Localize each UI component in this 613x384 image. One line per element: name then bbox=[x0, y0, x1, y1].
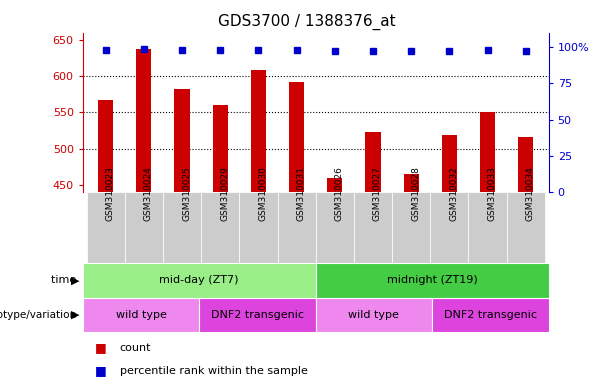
Bar bbox=[518, 137, 533, 384]
Text: DNF2 transgenic: DNF2 transgenic bbox=[211, 310, 304, 320]
Text: ■: ■ bbox=[95, 364, 107, 377]
Text: GDS3700 / 1388376_at: GDS3700 / 1388376_at bbox=[218, 13, 395, 30]
Bar bbox=[403, 174, 419, 384]
FancyBboxPatch shape bbox=[86, 192, 125, 263]
FancyBboxPatch shape bbox=[239, 192, 278, 263]
Text: count: count bbox=[120, 343, 151, 353]
Text: mid-day (ZT7): mid-day (ZT7) bbox=[159, 275, 239, 285]
Text: ▶: ▶ bbox=[71, 275, 80, 285]
Text: GSM310034: GSM310034 bbox=[526, 166, 535, 221]
Text: GSM310025: GSM310025 bbox=[182, 166, 191, 221]
Bar bbox=[327, 177, 343, 384]
FancyBboxPatch shape bbox=[432, 298, 549, 332]
Bar bbox=[289, 82, 304, 384]
Bar bbox=[365, 132, 381, 384]
FancyBboxPatch shape bbox=[83, 263, 316, 298]
Text: percentile rank within the sample: percentile rank within the sample bbox=[120, 366, 307, 376]
Text: GSM310031: GSM310031 bbox=[297, 166, 306, 221]
Bar bbox=[442, 135, 457, 384]
FancyBboxPatch shape bbox=[392, 192, 430, 263]
Text: genotype/variation: genotype/variation bbox=[0, 310, 80, 320]
FancyBboxPatch shape bbox=[430, 192, 468, 263]
Text: GSM310028: GSM310028 bbox=[411, 166, 420, 221]
Bar bbox=[136, 49, 151, 384]
Text: GSM310030: GSM310030 bbox=[259, 166, 267, 221]
FancyBboxPatch shape bbox=[506, 192, 545, 263]
Text: ■: ■ bbox=[95, 341, 107, 354]
Text: GSM310027: GSM310027 bbox=[373, 166, 382, 221]
FancyBboxPatch shape bbox=[163, 192, 201, 263]
Text: GSM310029: GSM310029 bbox=[220, 166, 229, 221]
Bar bbox=[480, 112, 495, 384]
Text: GSM310026: GSM310026 bbox=[335, 166, 344, 221]
Bar bbox=[213, 105, 228, 384]
FancyBboxPatch shape bbox=[316, 263, 549, 298]
Text: midnight (ZT19): midnight (ZT19) bbox=[387, 275, 478, 285]
Text: time: time bbox=[51, 275, 80, 285]
FancyBboxPatch shape bbox=[125, 192, 163, 263]
FancyBboxPatch shape bbox=[278, 192, 316, 263]
Text: GSM310023: GSM310023 bbox=[105, 166, 115, 221]
Text: GSM310033: GSM310033 bbox=[487, 166, 497, 221]
Text: ▶: ▶ bbox=[71, 310, 80, 320]
Text: DNF2 transgenic: DNF2 transgenic bbox=[444, 310, 537, 320]
FancyBboxPatch shape bbox=[316, 298, 432, 332]
Bar bbox=[98, 100, 113, 384]
FancyBboxPatch shape bbox=[354, 192, 392, 263]
Text: wild type: wild type bbox=[349, 310, 399, 320]
Bar bbox=[251, 70, 266, 384]
FancyBboxPatch shape bbox=[201, 192, 239, 263]
FancyBboxPatch shape bbox=[83, 298, 199, 332]
Text: GSM310024: GSM310024 bbox=[144, 166, 153, 221]
Bar bbox=[175, 89, 189, 384]
Text: GSM310032: GSM310032 bbox=[449, 166, 459, 221]
Text: wild type: wild type bbox=[116, 310, 166, 320]
FancyBboxPatch shape bbox=[316, 192, 354, 263]
FancyBboxPatch shape bbox=[199, 298, 316, 332]
FancyBboxPatch shape bbox=[468, 192, 506, 263]
